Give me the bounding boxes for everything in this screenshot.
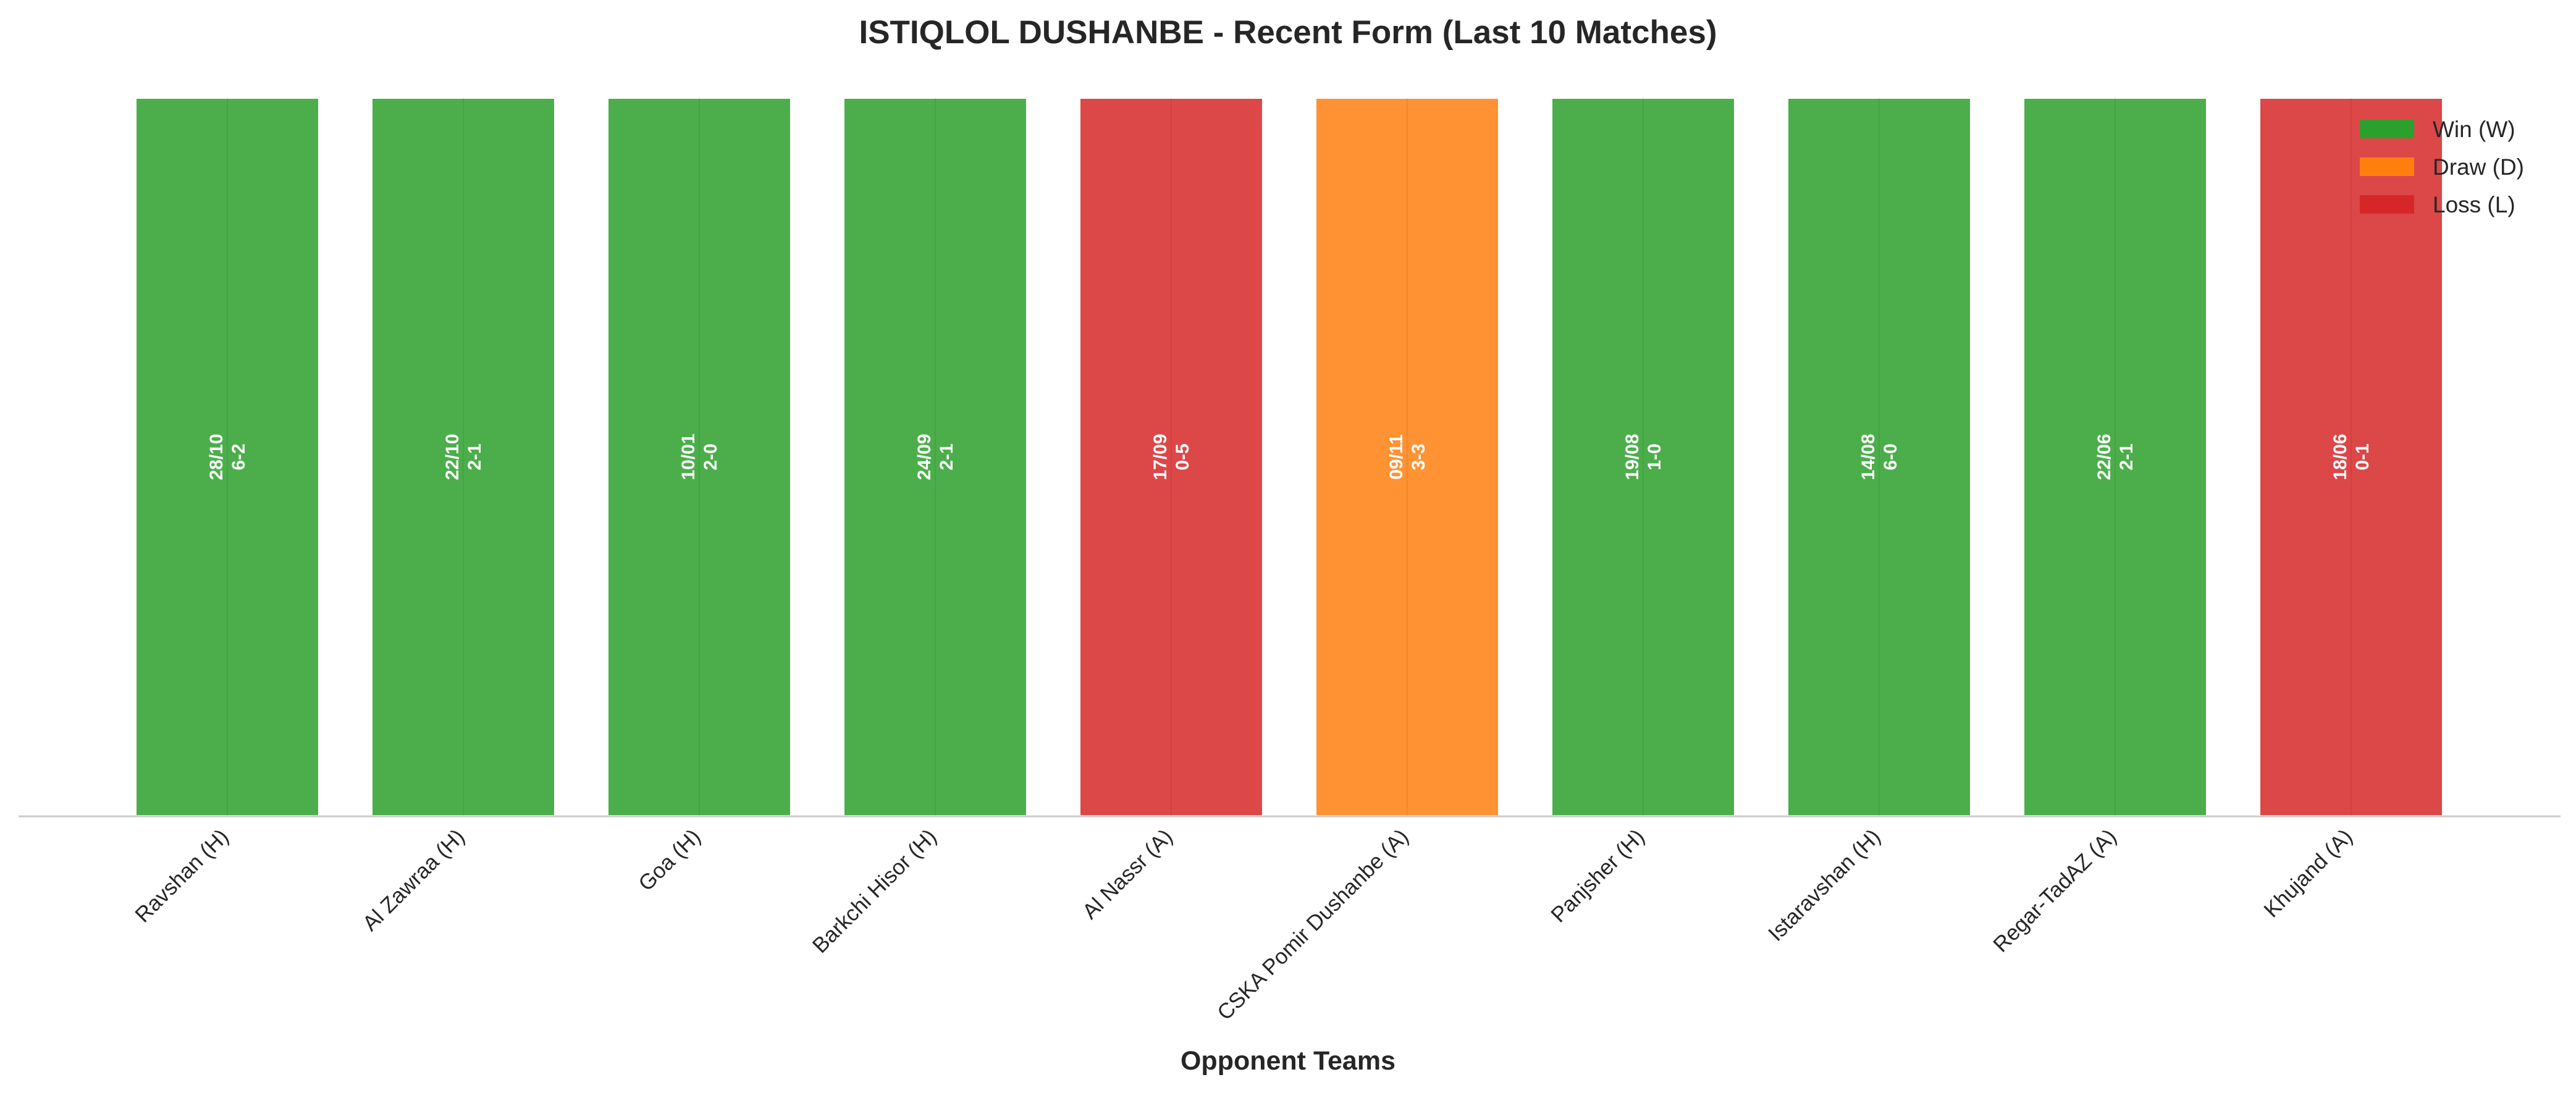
bar-5 <box>1078 96 1265 818</box>
bar-label: 28/10 6-2 <box>206 433 249 480</box>
x-tick-label: Al Nassr (A) <box>1078 824 1177 924</box>
bar-label: 09/11 3-3 <box>1386 434 1429 479</box>
legend-label-W: Win (W) <box>2433 117 2515 142</box>
bar-label-date: 28/10 <box>206 433 227 480</box>
x-tick-label: Goa (H) <box>634 824 705 896</box>
bar-label-date: 22/10 <box>442 433 463 480</box>
bar-label-date: 10/01 <box>678 433 699 480</box>
chart-title: ISTIQLOL DUSHANBE - Recent Form (Last 10… <box>859 14 1717 51</box>
legend-swatch-W <box>2360 120 2414 138</box>
x-tick-label: Barkchi Hisor (H) <box>808 824 941 958</box>
bar-label-score: 2-1 <box>465 443 485 470</box>
x-tick-label: Istaravshan (H) <box>1764 824 1885 946</box>
bar-label: 19/08 1-0 <box>1622 433 1665 480</box>
x-tick-label: Ravshan (H) <box>130 824 233 927</box>
bar-label-score: 2-0 <box>701 443 721 470</box>
bar-label-date: 18/06 <box>2330 433 2351 480</box>
bar-label-score: 3-3 <box>1408 443 1429 470</box>
bar-2 <box>370 96 557 818</box>
bar-4 <box>842 96 1029 818</box>
bar-label-score: 2-1 <box>937 443 957 470</box>
bar-label-score: 1-0 <box>1644 443 1665 470</box>
bar-label-date: 14/08 <box>1858 433 1879 480</box>
legend-swatch-D <box>2360 157 2414 176</box>
bar-label-date: 17/09 <box>1150 433 1171 480</box>
bar-1 <box>134 96 321 818</box>
legend-swatch-L <box>2360 195 2414 214</box>
x-tick-label: Panjsher (H) <box>1546 824 1649 927</box>
bar-label: 18/06 0-1 <box>2330 433 2373 480</box>
bar-label: 24/09 2-1 <box>914 433 957 480</box>
bar-label: 22/10 2-1 <box>442 433 485 480</box>
x-tick-label: Khujand (A) <box>2259 824 2357 922</box>
bar-label: 14/08 6-0 <box>1858 433 1901 480</box>
bar-label-score: 6-2 <box>229 443 249 470</box>
bar-label: 22/06 2-1 <box>2094 433 2137 480</box>
bar-label-score: 2-1 <box>2116 443 2137 470</box>
x-tick-label: Al Zawraa (H) <box>358 824 469 936</box>
bar-label-score: 6-0 <box>1880 443 1901 470</box>
x-tick-labels: Ravshan (H) Al Zawraa (H) Goa (H) Barkchi H… <box>130 824 2357 1025</box>
x-tick-label: Regar-TadAZ (A) <box>1989 824 2121 957</box>
bar-label-date: 19/08 <box>1622 433 1643 480</box>
bar-label: 17/09 0-5 <box>1150 433 1193 480</box>
legend-label-L: Loss (L) <box>2433 192 2515 217</box>
bar-label-date: 22/06 <box>2094 433 2115 480</box>
legend: Win (W) Draw (D) Loss (L) <box>2360 117 2524 217</box>
bar-label-date: 24/09 <box>914 433 935 480</box>
bar-label: 10/01 2-0 <box>678 433 721 480</box>
bar-6 <box>1314 96 1501 818</box>
bar-7 <box>1550 96 1736 818</box>
bar-10 <box>2258 96 2444 818</box>
bar-label-score: 0-5 <box>1172 443 1193 470</box>
legend-label-D: Draw (D) <box>2433 154 2524 180</box>
x-axis-label: Opponent Teams <box>1181 1046 1395 1076</box>
bar-3 <box>606 96 793 818</box>
x-tick-label: CSKA Pomir Dushanbe (A) <box>1213 824 1413 1025</box>
bar-label-score: 0-1 <box>2352 443 2373 470</box>
bars-group: 28/10 6-2 22/10 2-1 10/01 2-0 24/09 2-1 17/09 0-5… <box>134 96 2444 818</box>
bar-label-date: 09/11 <box>1386 434 1407 479</box>
